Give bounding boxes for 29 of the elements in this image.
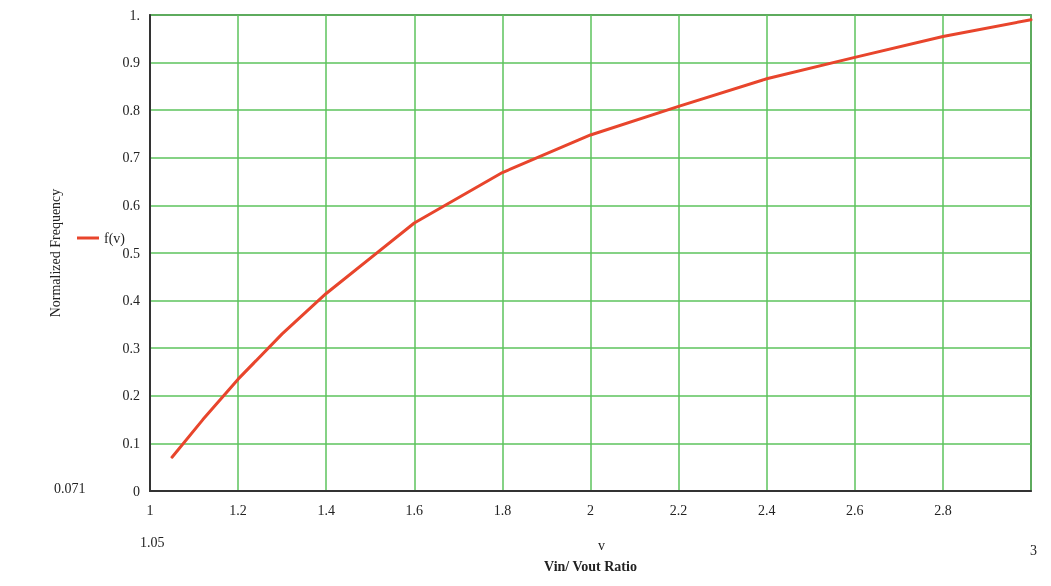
legend-label: f(v) [104,230,126,247]
x-tick-label: 2.6 [846,502,864,518]
text: v [598,537,605,553]
line-series [170,18,1033,459]
y-tick-label: 1. [129,7,140,23]
x-tick-label: 1.6 [405,502,424,518]
y-axis-title: Normalized Frequency [47,188,63,318]
x-tick-label: 1.4 [317,502,335,518]
y-tick-label: 0.4 [122,293,140,309]
y-tick-label: 0.1 [122,435,140,451]
x-axis-title: Vin/ Vout Ratio [544,558,637,574]
text: 1.05 [140,534,165,550]
text: 0.071 [54,480,86,496]
y-tick-label: 0.8 [122,102,140,118]
text: 3 [1030,542,1037,558]
x-tick-label: 2.8 [934,502,952,518]
x-tick-label: 2.2 [669,502,688,518]
x-tick-label: 1.2 [229,502,247,518]
y-tick-label: 0.6 [122,197,140,213]
y-tick-label: 0 [133,483,140,499]
y-tick-label: 0.3 [122,340,140,356]
x-tick-label: 1 [146,502,154,518]
y-tick-label: 0.2 [122,388,140,404]
y-tick-label: 0.7 [122,150,140,166]
y-tick-label: 0.5 [122,245,140,261]
x-tick-label: 2.4 [757,502,776,518]
x-tick-label: 1.8 [493,502,512,518]
x-tick-label: 2 [587,502,594,518]
y-tick-label: 0.9 [122,55,140,71]
